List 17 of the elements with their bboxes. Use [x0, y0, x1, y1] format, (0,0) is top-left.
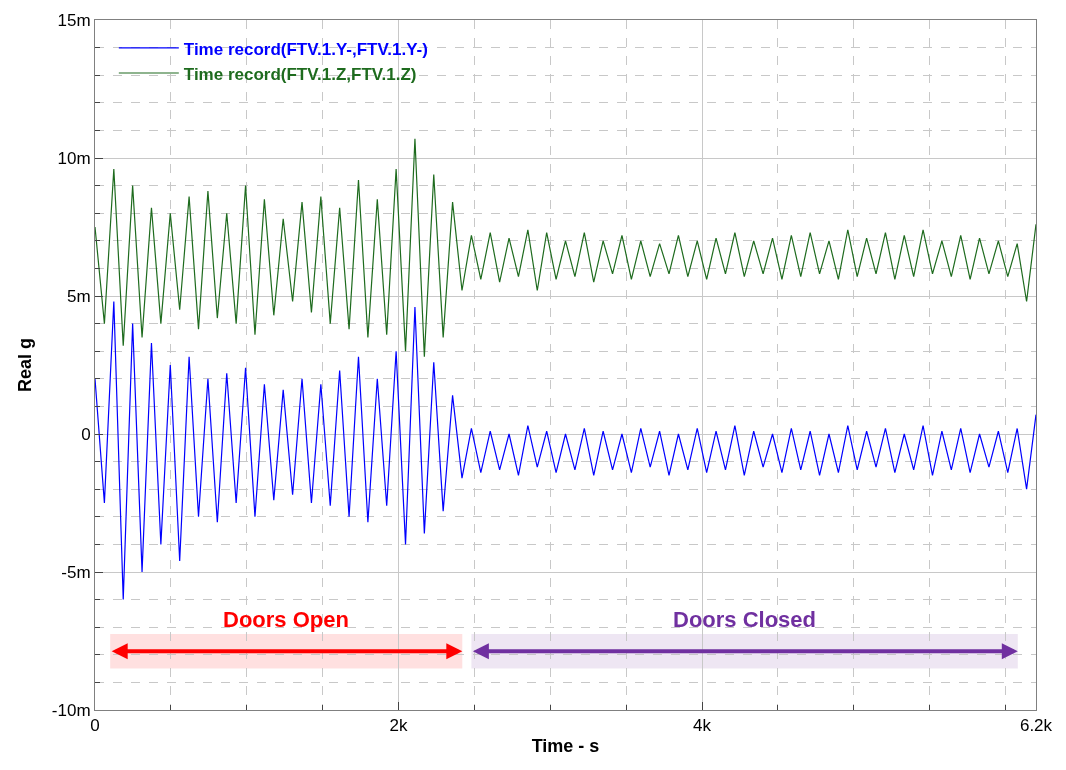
- y-tick-label: -10m: [51, 700, 91, 720]
- y-tick-label: -5m: [61, 562, 91, 582]
- x-tick-label: 6.2k: [1019, 716, 1053, 736]
- y-tick-label: 10m: [57, 148, 91, 168]
- x-tick-label: 2k: [389, 716, 409, 736]
- y-tick-label: 5m: [66, 286, 91, 306]
- y-axis-title: Real g: [15, 337, 36, 393]
- line-series: [95, 138, 1036, 358]
- line-series: [95, 300, 1036, 601]
- y-tick-label: 0: [81, 424, 91, 444]
- band-label: Doors Open: [223, 607, 349, 632]
- band-label: Doors Closed: [673, 607, 817, 632]
- legend-label: Time record(FTV.1.Y-,FTV.1.Y-): [183, 39, 428, 59]
- legend-label: Time record(FTV.1.Z,FTV.1.Z): [183, 64, 417, 84]
- x-axis-title: Time - s: [531, 735, 600, 756]
- y-tick-label: 15m: [57, 10, 91, 30]
- x-tick-label: 4k: [693, 716, 712, 736]
